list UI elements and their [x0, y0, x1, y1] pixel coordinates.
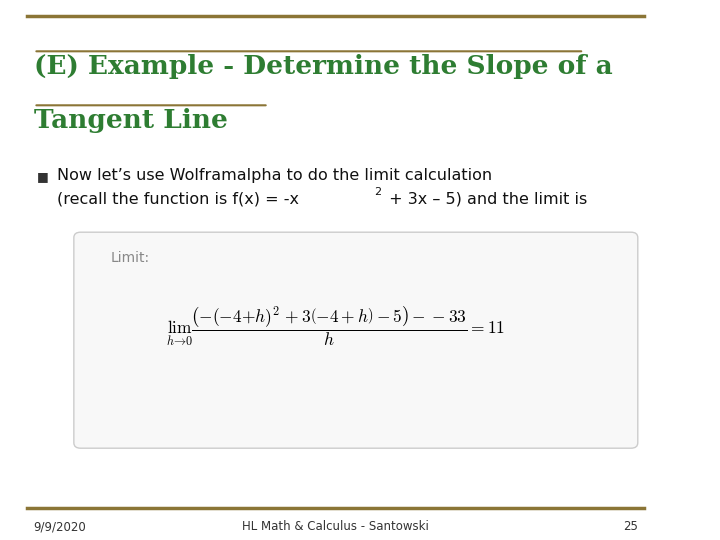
Text: 25: 25: [623, 520, 638, 533]
Text: 2: 2: [374, 187, 382, 198]
Text: ■: ■: [37, 170, 49, 183]
Text: Tangent Line: Tangent Line: [34, 108, 228, 133]
FancyBboxPatch shape: [74, 232, 638, 448]
Text: Limit:: Limit:: [111, 251, 150, 265]
Text: 9/9/2020: 9/9/2020: [34, 520, 86, 533]
Text: (recall the function is f(x) = -x: (recall the function is f(x) = -x: [57, 192, 299, 207]
Text: + 3x – 5) and the limit is: + 3x – 5) and the limit is: [384, 192, 588, 207]
Text: Now let’s use Wolframalpha to do the limit calculation: Now let’s use Wolframalpha to do the lim…: [57, 168, 492, 184]
Text: (E) Example - Determine the Slope of a: (E) Example - Determine the Slope of a: [34, 54, 612, 79]
Text: HL Math & Calculus - Santowski: HL Math & Calculus - Santowski: [242, 520, 429, 533]
Text: $\lim_{h \to 0} \dfrac{\left(-(-4+h)^{2}+3\left(-4+h\right)-5\right)--33}{h} = 1: $\lim_{h \to 0} \dfrac{\left(-(-4+h)^{2}…: [166, 305, 505, 348]
